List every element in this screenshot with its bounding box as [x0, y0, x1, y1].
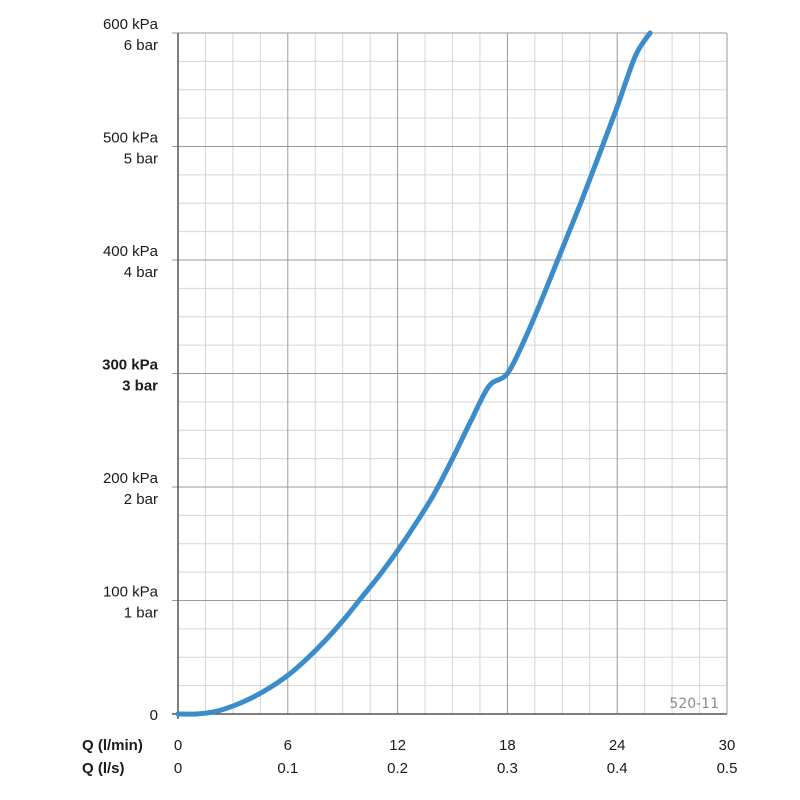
x-tick-label-lmin: 24: [609, 737, 626, 754]
y-tick-label-bar: 1 bar: [124, 605, 158, 622]
y-tick-label: 600 kPa: [103, 16, 159, 33]
x-tick-label-ls: 0.1: [277, 760, 298, 777]
x-tick-label-ls: 0.2: [387, 760, 408, 777]
y-tick-label: 400 kPa: [103, 243, 159, 260]
x-tick-label-ls: 0.4: [607, 760, 628, 777]
y-tick-label-bar: 4 bar: [124, 264, 158, 281]
major-grid: [172, 32, 728, 714]
curve-layer: [175, 30, 653, 717]
y-tick-label-bar: 2 bar: [124, 491, 158, 508]
y-tick-label: 300 kPa: [102, 357, 159, 374]
y-tick-labels: 0 100 kPa 1 bar 200 kPa 2 bar 300 kPa 3 bar 400…: [102, 16, 159, 724]
pressure-flow-curve: [175, 30, 653, 717]
x-tick-label-ls: 0.3: [497, 760, 518, 777]
y-tick-label: 0: [150, 707, 158, 724]
axes: [172, 33, 727, 719]
x-tick-label-ls: 0: [174, 760, 182, 777]
y-tick-label-bar: 3 bar: [122, 378, 158, 395]
y-tick-label: 200 kPa: [103, 470, 159, 487]
chart-code-label: 520-11: [669, 696, 719, 712]
x-tick-label-ls: 0.5: [717, 760, 738, 777]
y-tick-label: 100 kPa: [103, 584, 159, 601]
x-axis-label-lmin: Q (l/min): [82, 737, 143, 754]
y-tick-label-bar: 5 bar: [124, 151, 158, 168]
x-tick-labels: 0 0 6 0.1 12 0.2 18 0.3 24 0.4 30 0.5: [174, 737, 738, 777]
x-axis-label-ls: Q (l/s): [82, 760, 125, 777]
y-tick-label-bar: 6 bar: [124, 37, 158, 54]
x-tick-label-lmin: 30: [719, 737, 736, 754]
y-tick-label: 500 kPa: [103, 130, 159, 147]
x-tick-label-lmin: 12: [389, 737, 406, 754]
x-tick-label-lmin: 6: [284, 737, 292, 754]
x-tick-label-lmin: 18: [499, 737, 516, 754]
x-tick-label-lmin: 0: [174, 737, 182, 754]
